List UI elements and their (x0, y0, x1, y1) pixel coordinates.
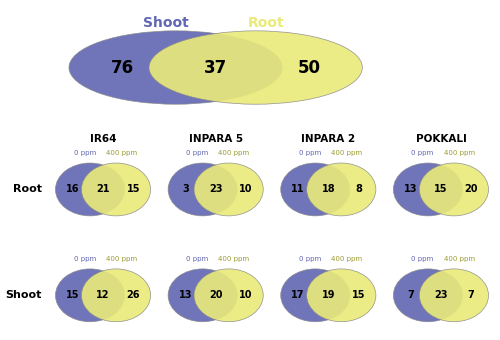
Text: 19: 19 (322, 290, 335, 300)
Text: 26: 26 (126, 290, 140, 300)
Text: 7: 7 (468, 290, 474, 300)
Text: 11: 11 (292, 185, 305, 194)
Text: Shoot: Shoot (5, 290, 42, 300)
Text: 400 ppm: 400 ppm (106, 256, 137, 262)
Text: 7: 7 (408, 290, 414, 300)
Circle shape (149, 31, 362, 104)
Text: 400 ppm: 400 ppm (331, 256, 362, 262)
Text: 20: 20 (464, 185, 478, 194)
Circle shape (420, 269, 488, 322)
Text: 18: 18 (322, 185, 335, 194)
Text: 13: 13 (178, 290, 192, 300)
Text: 0 ppm: 0 ppm (299, 150, 321, 156)
Text: 400 ppm: 400 ppm (444, 256, 475, 262)
Text: 21: 21 (96, 185, 110, 194)
Text: INPARA 2: INPARA 2 (301, 134, 356, 144)
Circle shape (280, 163, 350, 216)
Text: 8: 8 (355, 185, 362, 194)
Text: IR64: IR64 (90, 134, 117, 144)
Circle shape (168, 269, 237, 322)
Text: 15: 15 (66, 290, 80, 300)
Text: 15: 15 (126, 185, 140, 194)
Circle shape (306, 269, 376, 322)
Text: 0 ppm: 0 ppm (299, 256, 321, 262)
Text: INPARA 5: INPARA 5 (188, 134, 242, 144)
Text: POKKALI: POKKALI (416, 134, 467, 144)
Circle shape (394, 269, 462, 322)
Text: 50: 50 (298, 58, 320, 76)
Text: 0 ppm: 0 ppm (412, 256, 434, 262)
Text: 13: 13 (404, 185, 417, 194)
Text: 10: 10 (239, 185, 252, 194)
Text: 76: 76 (111, 58, 134, 76)
Text: 23: 23 (209, 185, 222, 194)
Circle shape (82, 269, 150, 322)
Text: 400 ppm: 400 ppm (106, 150, 137, 156)
Circle shape (69, 31, 282, 104)
Circle shape (194, 269, 263, 322)
Text: 10: 10 (239, 290, 252, 300)
Text: 0 ppm: 0 ppm (412, 150, 434, 156)
Text: 37: 37 (204, 58, 228, 76)
Circle shape (280, 269, 350, 322)
Text: 0 ppm: 0 ppm (74, 150, 96, 156)
Circle shape (168, 163, 237, 216)
Text: 400 ppm: 400 ppm (218, 150, 250, 156)
Circle shape (420, 163, 488, 216)
Text: 3: 3 (182, 185, 189, 194)
Circle shape (56, 163, 124, 216)
Text: 15: 15 (434, 185, 448, 194)
Text: 0 ppm: 0 ppm (186, 150, 208, 156)
Circle shape (394, 163, 462, 216)
Text: Root: Root (12, 185, 42, 194)
Circle shape (82, 163, 150, 216)
Circle shape (194, 163, 263, 216)
Text: 15: 15 (352, 290, 366, 300)
Text: 23: 23 (434, 290, 448, 300)
Circle shape (56, 269, 124, 322)
Circle shape (306, 163, 376, 216)
Text: Shoot: Shoot (143, 16, 188, 30)
Text: 17: 17 (292, 290, 305, 300)
Text: 16: 16 (66, 185, 80, 194)
Text: 400 ppm: 400 ppm (218, 256, 250, 262)
Text: 12: 12 (96, 290, 110, 300)
Text: 0 ppm: 0 ppm (74, 256, 96, 262)
Text: 20: 20 (209, 290, 222, 300)
Text: 400 ppm: 400 ppm (444, 150, 475, 156)
Text: 400 ppm: 400 ppm (331, 150, 362, 156)
Text: 0 ppm: 0 ppm (186, 256, 208, 262)
Text: Root: Root (248, 16, 284, 30)
